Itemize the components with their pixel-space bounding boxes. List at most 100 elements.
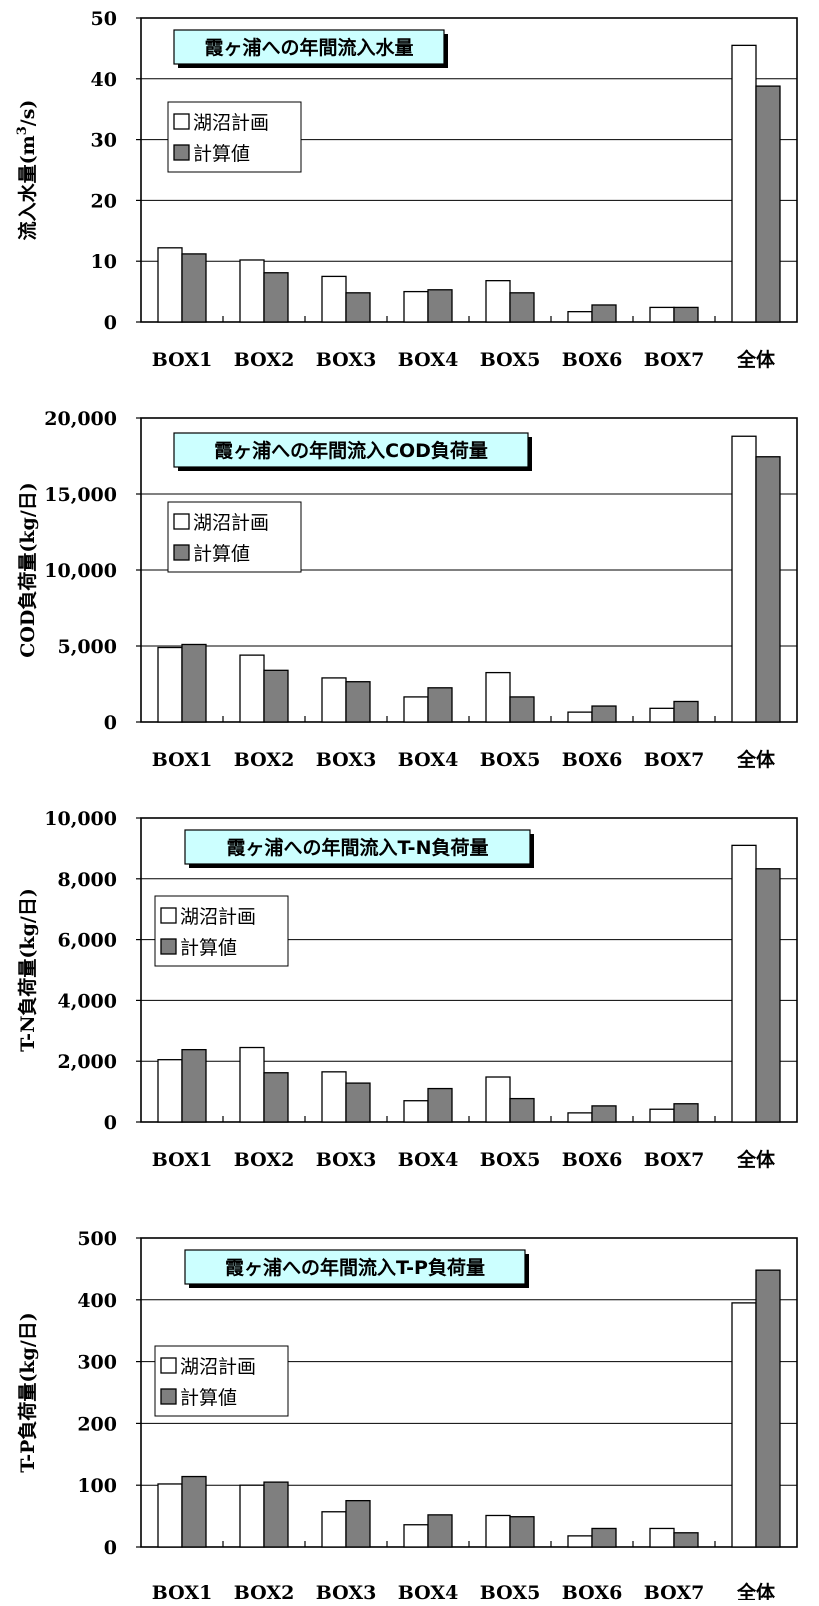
title-box: [173, 432, 529, 468]
bar-planned: [157, 1483, 183, 1548]
y-axis-label: 流入水量(m3/s): [15, 100, 39, 241]
legend-box: [154, 1345, 289, 1417]
bar-computed: [181, 253, 207, 323]
legend-label: 計算値: [193, 143, 250, 165]
x-category-label: BOX7: [644, 749, 705, 771]
x-category-label: BOX2: [234, 749, 295, 771]
legend-swatch-computed: [160, 1388, 177, 1405]
y-tick-label: 0: [104, 1537, 117, 1559]
x-category-label: BOX1: [152, 1582, 213, 1600]
y-tick-label: 50: [91, 8, 117, 30]
bar-computed: [755, 1269, 781, 1548]
bar-computed: [345, 681, 371, 723]
x-category-label: BOX1: [152, 749, 213, 771]
chart-svg: 0 5,000 10,000 15,000 20,000 COD負荷量(kg/日) BOX1…: [16, 408, 798, 771]
y-tick-label: 100: [77, 1475, 117, 1497]
x-category-label: BOX3: [316, 1149, 377, 1171]
bar-computed: [755, 868, 781, 1123]
bar-computed: [509, 292, 535, 323]
bar-computed: [591, 705, 617, 723]
legend-swatch-planned: [173, 113, 190, 130]
y-tick-label: 4,000: [58, 990, 118, 1012]
bar-planned: [567, 1535, 593, 1548]
legend-box: [167, 501, 302, 573]
x-category-label: BOX7: [644, 349, 705, 371]
y-tick-label: 10: [91, 251, 117, 273]
x-category-label: BOX2: [234, 1149, 295, 1171]
chart-2: 0 5,000 10,000 15,000 20,000 COD負荷量(kg/日) BOX1…: [0, 400, 819, 800]
x-category-label: BOX5: [480, 1582, 541, 1600]
bar-planned: [485, 1076, 511, 1123]
chart-4: 0 100 200 300 400 500 T-P負荷量(kg/日) BOX1 BOX2 BOX3…: [0, 1200, 819, 1604]
y-tick-label: 8,000: [58, 869, 118, 891]
bar-planned: [731, 44, 757, 323]
title-box: [184, 829, 531, 865]
bar-planned: [157, 646, 183, 723]
chart-title: 霞ヶ浦への年間流入COD負荷量: [214, 439, 488, 462]
x-category-label: 全体: [736, 748, 776, 771]
y-tick-label: 300: [77, 1352, 117, 1374]
y-tick-label: 2,000: [58, 1051, 118, 1073]
bar-computed: [673, 306, 699, 323]
y-tick-label: 15,000: [44, 484, 117, 506]
bar-computed: [509, 696, 535, 723]
bar-computed: [755, 85, 781, 323]
legend-box: [154, 895, 289, 967]
bar-computed: [345, 1499, 371, 1548]
legend-label: 湖沼計画: [193, 512, 269, 534]
bar-planned: [567, 1112, 593, 1123]
y-tick-label: 0: [104, 1112, 117, 1134]
y-tick-label: 500: [77, 1228, 117, 1250]
chart-svg: 0 2,000 4,000 6,000 8,000 10,000 T-N負荷量(kg/日) B…: [16, 808, 798, 1171]
bar-planned: [321, 1511, 347, 1548]
bar-planned: [731, 844, 757, 1123]
chart-title: 霞ヶ浦への年間流入水量: [204, 36, 413, 59]
x-category-label: BOX7: [644, 1582, 705, 1600]
y-tick-label: 20,000: [44, 408, 117, 430]
bar-planned: [403, 1100, 429, 1123]
x-category-label: BOX6: [562, 1149, 623, 1171]
x-category-label: 全体: [736, 1581, 776, 1600]
bar-planned: [567, 311, 593, 323]
bar-computed: [263, 669, 289, 723]
legend-swatch-computed: [173, 144, 190, 161]
y-tick-label: 400: [77, 1290, 117, 1312]
x-category-label: BOX6: [562, 749, 623, 771]
legend-swatch-computed: [173, 544, 190, 561]
bar-planned: [649, 306, 675, 323]
y-tick-label: 20: [91, 190, 117, 212]
legend-swatch-planned: [160, 1357, 177, 1374]
y-tick-label: 6,000: [58, 930, 118, 952]
bar-computed: [591, 1527, 617, 1548]
bar-planned: [485, 1514, 511, 1548]
bar-computed: [755, 456, 781, 723]
y-tick-label: 10,000: [44, 560, 117, 582]
bar-planned: [567, 711, 593, 723]
x-category-label: BOX5: [480, 749, 541, 771]
chart-svg: 0 10 20 30 40 50 流入水量(m3/s) BOX1 BOX2 BOX3 BOX4 BOX…: [15, 8, 798, 371]
bar-planned: [403, 696, 429, 723]
bar-planned: [239, 259, 265, 323]
x-category-label: BOX4: [398, 349, 459, 371]
bar-computed: [263, 272, 289, 323]
x-category-label: BOX3: [316, 749, 377, 771]
x-category-label: BOX4: [398, 1582, 459, 1600]
x-category-label: 全体: [736, 348, 776, 371]
x-category-label: BOX1: [152, 349, 213, 371]
bar-computed: [263, 1481, 289, 1548]
y-tick-label: 5,000: [58, 636, 118, 658]
x-category-label: BOX2: [234, 349, 295, 371]
bar-computed: [427, 289, 453, 323]
bar-planned: [239, 654, 265, 723]
bar-planned: [239, 1046, 265, 1123]
x-category-label: BOX5: [480, 349, 541, 371]
legend-swatch-planned: [160, 907, 177, 924]
title-box: [173, 29, 445, 65]
legend-box: [167, 101, 302, 173]
bar-planned: [731, 1302, 757, 1548]
x-category-label: BOX6: [562, 1582, 623, 1600]
y-tick-label: 10,000: [44, 808, 117, 830]
bar-planned: [485, 671, 511, 723]
bar-computed: [427, 1087, 453, 1123]
x-category-label: BOX5: [480, 1149, 541, 1171]
